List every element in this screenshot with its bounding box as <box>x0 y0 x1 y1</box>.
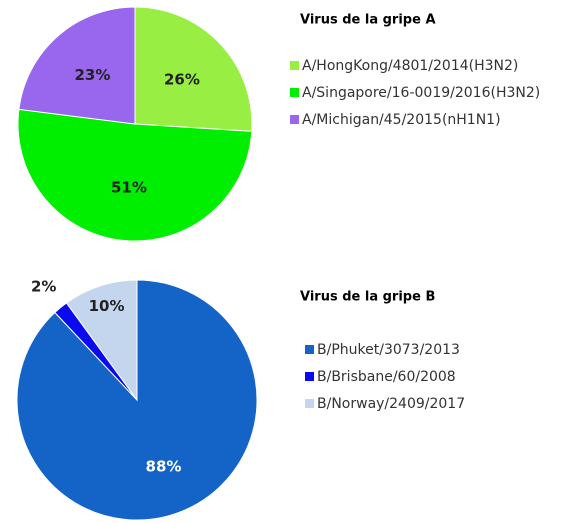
legend-swatch <box>290 115 299 124</box>
data-label: 23% <box>74 66 110 84</box>
data-label: 26% <box>164 70 200 88</box>
chart-title: Virus de la gripe A <box>300 13 436 28</box>
legend-swatch <box>305 399 314 408</box>
legend-swatch <box>305 372 314 381</box>
data-label: 2% <box>31 278 56 296</box>
legend-label: A/Michigan/45/2015(nH1N1) <box>302 112 501 128</box>
legend-label: B/Phuket/3073/2013 <box>317 342 460 358</box>
legend-swatch <box>290 61 299 70</box>
data-label: 51% <box>111 179 147 197</box>
legend-label: B/Norway/2409/2017 <box>317 396 465 412</box>
data-label: 10% <box>89 297 125 315</box>
legend-swatch <box>290 88 299 97</box>
legend-swatch <box>305 345 314 354</box>
pie-slice <box>134 6 253 132</box>
pie-slice <box>17 108 253 242</box>
legend-label: A/Singapore/16-0019/2016(H3N2) <box>302 85 540 101</box>
legend-label: B/Brisbane/60/2008 <box>317 369 456 385</box>
chart-title: Virus de la gripe B <box>300 290 435 305</box>
pie-slice <box>18 6 136 125</box>
data-label: 88% <box>146 457 182 475</box>
legend-label: A/HongKong/4801/2014(H3N2) <box>302 58 518 74</box>
pie-slice <box>65 279 138 402</box>
pie-slice <box>16 279 258 521</box>
